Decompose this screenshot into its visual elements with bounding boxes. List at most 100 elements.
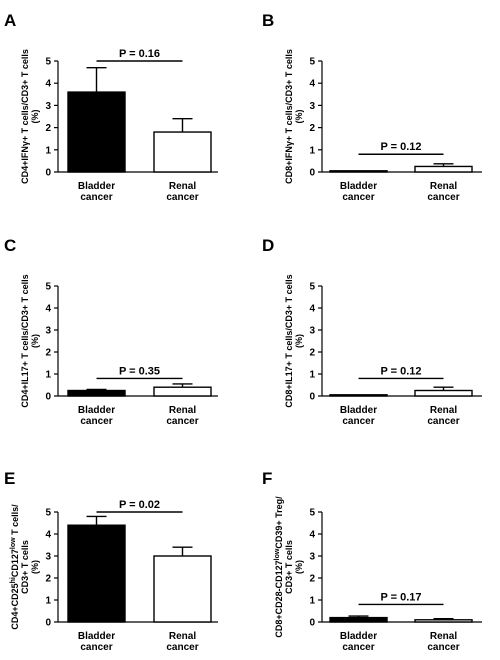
y-axis-label: CD8+CD28-CD127lowCD39+ Treg/ xyxy=(274,496,284,638)
x-category-label: Bladder xyxy=(340,405,377,416)
y-tick-label: 5 xyxy=(309,57,315,68)
y-tick-label: 1 xyxy=(45,370,51,381)
bar-bladder xyxy=(67,524,126,623)
y-tick-label: 5 xyxy=(45,57,51,68)
x-category-label: Renal xyxy=(430,181,457,192)
y-tick-label: 1 xyxy=(309,145,315,156)
p-value-label: P = 0.12 xyxy=(380,365,421,377)
x-category-label: cancer xyxy=(427,642,459,653)
y-axis-label: (%) xyxy=(294,334,304,348)
y-axis-label: CD4+IFNγ+ T cells/CD3+ T cells xyxy=(20,49,30,184)
y-axis-label: CD3+ T cells xyxy=(284,540,294,594)
y-tick-label: 5 xyxy=(309,282,315,293)
y-tick-label: 0 xyxy=(45,392,51,403)
x-category-label: cancer xyxy=(427,192,459,203)
y-tick-label: 3 xyxy=(45,552,51,563)
bar-renal xyxy=(153,131,212,173)
p-value-label: P = 0.17 xyxy=(380,591,421,603)
x-category-label: Renal xyxy=(169,181,196,192)
bar-renal xyxy=(414,165,473,173)
x-category-label: Bladder xyxy=(340,181,377,192)
y-tick-label: 0 xyxy=(45,618,51,629)
x-category-label: cancer xyxy=(166,642,198,653)
y-tick-label: 1 xyxy=(309,370,315,381)
bar-bladder xyxy=(329,616,388,623)
y-tick-label: 5 xyxy=(45,508,51,519)
y-tick-label: 4 xyxy=(45,304,51,315)
x-category-label: Bladder xyxy=(78,181,115,192)
y-axis-label: (%) xyxy=(30,560,40,574)
x-category-label: Renal xyxy=(430,631,457,642)
y-tick-label: 5 xyxy=(309,508,315,519)
x-category-label: Renal xyxy=(169,631,196,642)
y-tick-label: 2 xyxy=(309,574,315,585)
y-tick-label: 3 xyxy=(45,326,51,337)
y-tick-label: 2 xyxy=(45,123,51,134)
y-tick-label: 2 xyxy=(45,574,51,585)
x-category-label: Renal xyxy=(169,405,196,416)
y-tick-label: 1 xyxy=(45,596,51,607)
x-category-label: Renal xyxy=(430,405,457,416)
x-category-label: cancer xyxy=(166,416,198,427)
panel-letter: F xyxy=(262,469,272,488)
y-tick-label: 4 xyxy=(309,530,315,541)
y-axis-label: (%) xyxy=(294,110,304,124)
x-category-label: cancer xyxy=(342,642,374,653)
bar-bladder xyxy=(67,389,126,397)
panel-letter: A xyxy=(4,11,16,30)
x-category-label: cancer xyxy=(342,192,374,203)
y-tick-label: 0 xyxy=(309,618,315,629)
bar-renal xyxy=(153,386,212,397)
y-tick-label: 3 xyxy=(309,552,315,563)
p-value-label: P = 0.35 xyxy=(119,365,160,377)
bar-renal xyxy=(153,555,212,623)
x-category-label: cancer xyxy=(80,642,112,653)
chart-panel-a: A CD4+IFNγ+ T cells/CD3+ T cells (%) 0 1 2 3 4 5… xyxy=(4,11,218,203)
y-tick-label: 3 xyxy=(309,101,315,112)
y-axis-label: CD8+IL17+ T cells/CD3+ T cells xyxy=(284,274,294,407)
chart-panel-c: C CD4+IL17+ T cells/CD3+ T cells (%) 0 1 2 3 4 5… xyxy=(4,236,218,427)
y-tick-label: 2 xyxy=(45,348,51,359)
y-tick-label: 4 xyxy=(309,79,315,90)
y-tick-label: 0 xyxy=(309,168,315,179)
y-tick-label: 5 xyxy=(45,282,51,293)
x-category-label: Bladder xyxy=(340,631,377,642)
y-tick-label: 2 xyxy=(309,348,315,359)
chart-panel-d: D CD8+IL17+ T cells/CD3+ T cells (%) 0 1 2 3 4 5… xyxy=(262,236,482,427)
p-value-label: P = 0.02 xyxy=(119,499,160,511)
y-tick-label: 0 xyxy=(45,168,51,179)
x-category-label: cancer xyxy=(80,416,112,427)
panel-letter: B xyxy=(262,11,274,30)
x-category-label: Bladder xyxy=(78,631,115,642)
y-axis-label: CD8+IFNγ+ T cells/CD3+ T cells xyxy=(284,49,294,184)
panel-letter: D xyxy=(262,236,274,255)
y-tick-label: 3 xyxy=(45,101,51,112)
y-axis-label: (%) xyxy=(294,560,304,574)
x-category-label: cancer xyxy=(80,192,112,203)
bar-bladder xyxy=(67,91,126,173)
y-axis-label: (%) xyxy=(30,110,40,124)
y-axis-label: (%) xyxy=(30,334,40,348)
p-value-label: P = 0.16 xyxy=(119,48,160,60)
y-tick-label: 4 xyxy=(45,79,51,90)
y-tick-label: 2 xyxy=(309,123,315,134)
x-category-label: Bladder xyxy=(78,405,115,416)
x-category-label: cancer xyxy=(427,416,459,427)
y-axis-label: CD4+CD25hiCD127low T cells/ xyxy=(10,504,20,630)
y-axis-label: CD4+IL17+ T cells/CD3+ T cells xyxy=(20,274,30,407)
y-tick-label: 0 xyxy=(309,392,315,403)
panel-letter: C xyxy=(4,236,16,255)
y-tick-label: 1 xyxy=(45,145,51,156)
y-tick-label: 4 xyxy=(45,530,51,541)
chart-panel-e: E CD4+CD25hiCD127low T cells/CD3+ T cells… xyxy=(4,469,218,653)
panel-letter: E xyxy=(4,469,15,488)
bar-renal xyxy=(414,389,473,397)
y-axis-label: CD3+ T cells xyxy=(20,540,30,594)
p-value-label: P = 0.12 xyxy=(380,141,421,153)
y-tick-label: 3 xyxy=(309,326,315,337)
bar-renal xyxy=(414,619,473,623)
chart-panel-b: B CD8+IFNγ+ T cells/CD3+ T cells (%) 0 1 2 3 4 5… xyxy=(262,11,482,203)
x-category-label: cancer xyxy=(342,416,374,427)
